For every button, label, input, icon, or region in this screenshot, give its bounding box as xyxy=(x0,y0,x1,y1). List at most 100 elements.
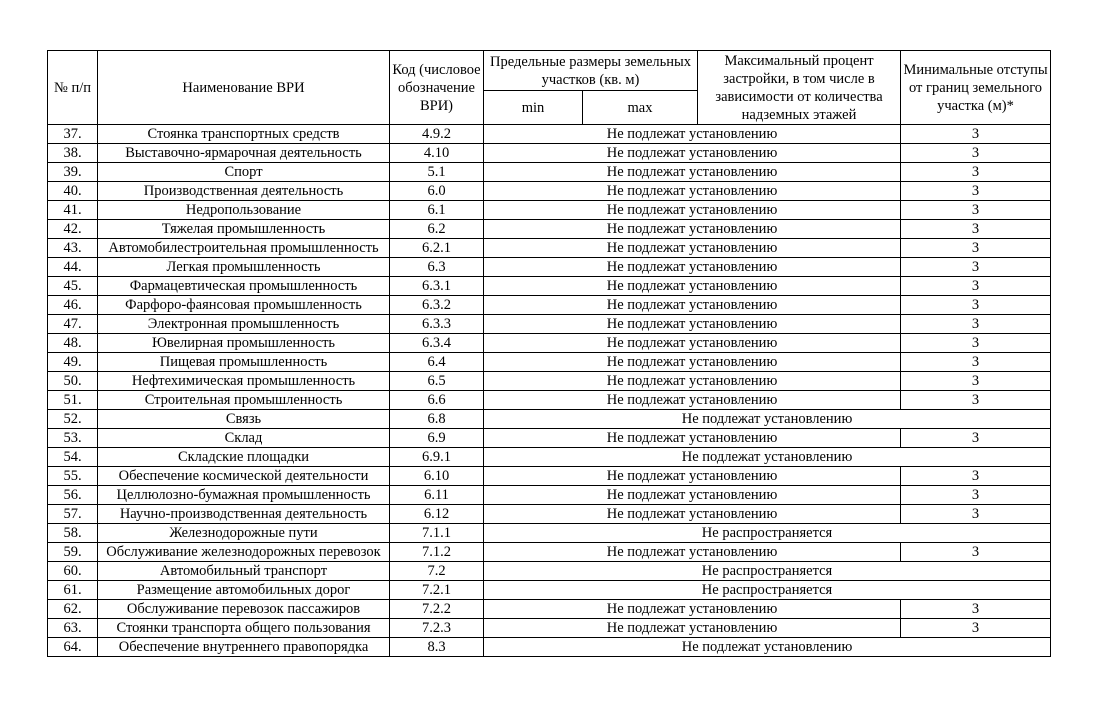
table-row: 53. Склад 6.9 Не подлежат установлению 3 xyxy=(47,428,1052,448)
use-code: 6.5 xyxy=(389,371,484,391)
limit-value: Не подлежат установлению xyxy=(482,447,1052,467)
use-code: 4.10 xyxy=(389,143,484,163)
table-row: 51. Строительная промышленность 6.6 Не подл… xyxy=(47,390,1052,410)
table-row: 39. Спорт 5.1 Не подлежат установлению 3 xyxy=(47,162,1052,182)
row-number: 44. xyxy=(47,257,98,277)
table-row: 63. Стоянки транспорта общего пользования… xyxy=(47,618,1052,638)
setback-value: 3 xyxy=(900,162,1052,182)
row-number: 60. xyxy=(47,561,98,581)
use-name: Складские площадки xyxy=(97,447,390,467)
setback-value: 3 xyxy=(900,295,1052,315)
row-number: 48. xyxy=(47,333,98,353)
limit-value: Не подлежат установлению xyxy=(482,276,902,296)
row-number: 41. xyxy=(47,200,98,220)
limit-value: Не подлежат установлению xyxy=(482,618,902,638)
use-name: Железнодорожные пути xyxy=(97,523,390,543)
setback-value: 3 xyxy=(900,314,1052,334)
table-row: 40. Производственная деятельность 6.0 Не по… xyxy=(47,181,1052,201)
setback-value: 3 xyxy=(900,124,1052,144)
use-name: Производственная деятельность xyxy=(97,181,390,201)
row-number: 42. xyxy=(47,219,98,239)
row-number: 38. xyxy=(47,143,98,163)
use-code: 6.4 xyxy=(389,352,484,372)
row-number: 56. xyxy=(47,485,98,505)
table-row: 37. Стоянка транспортных средств 4.9.2 Не п… xyxy=(47,124,1052,144)
table-row: 64. Обеспечение внутреннего правопорядка 8… xyxy=(47,637,1052,657)
header-cell: № п/п xyxy=(47,50,98,125)
use-name: Автомобилестроительная промышленность xyxy=(97,238,390,258)
use-name: Фармацевтическая промышленность xyxy=(97,276,390,296)
limit-value: Не подлежат установлению xyxy=(482,504,902,524)
limit-value: Не подлежат установлению xyxy=(482,181,902,201)
use-code: 5.1 xyxy=(389,162,484,182)
limit-value: Не подлежат установлению xyxy=(482,485,902,505)
table-row: 47. Электронная промышленность 6.3.3 Не под… xyxy=(47,314,1052,334)
setback-value: 3 xyxy=(900,181,1052,201)
table-row: 43. Автомобилестроительная промышленность… xyxy=(47,238,1052,258)
use-code: 6.9 xyxy=(389,428,484,448)
use-name: Автомобильный транспорт xyxy=(97,561,390,581)
setback-value: 3 xyxy=(900,466,1052,486)
limit-value: Не подлежат установлению xyxy=(482,238,902,258)
use-code: 6.9.1 xyxy=(389,447,484,467)
table-row: 55. Обеспечение космической деятельности 6… xyxy=(47,466,1052,486)
use-name: Обслуживание железнодорожных перевозок xyxy=(97,542,390,562)
use-code: 6.10 xyxy=(389,466,484,486)
setback-value: 3 xyxy=(900,542,1052,562)
use-name: Стоянка транспортных средств xyxy=(97,124,390,144)
use-name: Фарфоро-фаянсовая промышленность xyxy=(97,295,390,315)
setback-value: 3 xyxy=(900,371,1052,391)
use-code: 6.6 xyxy=(389,390,484,410)
setback-value: 3 xyxy=(900,599,1052,619)
use-code: 7.2.2 xyxy=(389,599,484,619)
use-name: Обеспечение внутреннего правопорядка xyxy=(97,637,390,657)
limit-value: Не подлежат установлению xyxy=(482,314,902,334)
limit-value: Не подлежат установлению xyxy=(482,200,902,220)
table-row: 57. Научно-производственная деятельность 6… xyxy=(47,504,1052,524)
row-number: 52. xyxy=(47,409,98,429)
use-name: Связь xyxy=(97,409,390,429)
setback-value: 3 xyxy=(900,618,1052,638)
header-cell: min xyxy=(483,90,583,125)
limit-value: Не подлежат установлению xyxy=(482,352,902,372)
limit-value: Не подлежат установлению xyxy=(482,428,902,448)
use-code: 6.3 xyxy=(389,257,484,277)
row-number: 40. xyxy=(47,181,98,201)
table-row: 38. Выставочно-ярмарочная деятельность 4.1… xyxy=(47,143,1052,163)
setback-value: 3 xyxy=(900,276,1052,296)
use-name: Ювелирная промышленность xyxy=(97,333,390,353)
use-name: Научно-производственная деятельность xyxy=(97,504,390,524)
limit-value: Не подлежат установлению xyxy=(482,219,902,239)
use-name: Электронная промышленность xyxy=(97,314,390,334)
row-number: 39. xyxy=(47,162,98,182)
table-body: 37. Стоянка транспортных средств 4.9.2 Не п… xyxy=(47,124,1052,657)
use-code: 7.1.1 xyxy=(389,523,484,543)
setback-value: 3 xyxy=(900,504,1052,524)
limit-value: Не подлежат установлению xyxy=(482,409,1052,429)
table-row: 41. Недропользование 6.1 Не подлежат устано… xyxy=(47,200,1052,220)
limit-value: Не подлежат установлению xyxy=(482,599,902,619)
row-number: 63. xyxy=(47,618,98,638)
table-row: 49. Пищевая промышленность 6.4 Не подлежат … xyxy=(47,352,1052,372)
row-number: 46. xyxy=(47,295,98,315)
use-code: 6.2 xyxy=(389,219,484,239)
use-code: 6.3.1 xyxy=(389,276,484,296)
use-code: 7.2.1 xyxy=(389,580,484,600)
limit-value: Не подлежат установлению xyxy=(482,124,902,144)
limit-value: Не подлежат установлению xyxy=(482,143,902,163)
table-row: 52. Связь 6.8 Не подлежат установлению xyxy=(47,409,1052,429)
use-code: 6.12 xyxy=(389,504,484,524)
setback-value: 3 xyxy=(900,219,1052,239)
limit-value: Не подлежат установлению xyxy=(482,637,1052,657)
use-name: Спорт xyxy=(97,162,390,182)
use-name: Строительная промышленность xyxy=(97,390,390,410)
setback-value: 3 xyxy=(900,200,1052,220)
setback-value: 3 xyxy=(900,257,1052,277)
row-number: 57. xyxy=(47,504,98,524)
use-code: 7.2 xyxy=(389,561,484,581)
row-number: 51. xyxy=(47,390,98,410)
use-name: Обслуживание перевозок пассажиров xyxy=(97,599,390,619)
limit-value: Не подлежат установлению xyxy=(482,466,902,486)
row-number: 64. xyxy=(47,637,98,657)
